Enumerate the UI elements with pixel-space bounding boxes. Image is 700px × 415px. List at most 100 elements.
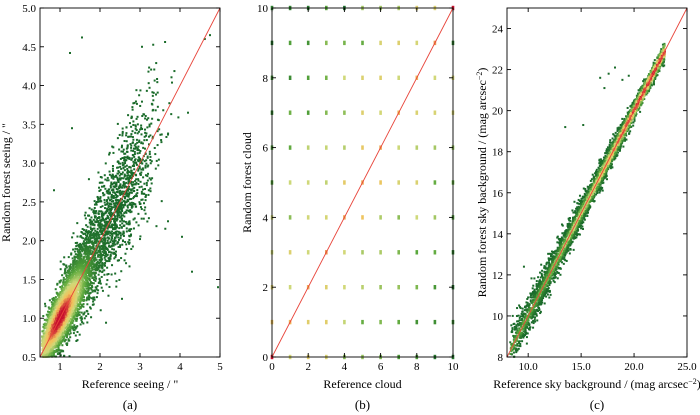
seeing-point	[87, 283, 90, 286]
seeing-point	[129, 202, 132, 205]
seeing-point	[90, 228, 93, 231]
seeing-point	[64, 267, 67, 270]
seeing-point	[73, 250, 76, 253]
seeing-point	[122, 181, 125, 184]
seeing-point	[59, 268, 62, 271]
seeing-point	[90, 297, 93, 300]
seeing-point	[117, 166, 120, 169]
seeing-point	[84, 282, 87, 285]
seeing-point	[116, 210, 119, 213]
seeing-point	[99, 253, 102, 256]
seeing-point	[145, 159, 148, 162]
seeing-point	[133, 195, 136, 198]
seeing-point	[46, 326, 49, 329]
seeing-point	[106, 199, 109, 202]
seeing-point	[116, 137, 119, 140]
seeing-point	[91, 282, 94, 285]
seeing-point	[120, 270, 123, 273]
seeing-point	[47, 306, 50, 309]
seeing-point	[126, 204, 129, 207]
seeing-point	[111, 264, 114, 267]
seeing-point	[55, 337, 58, 340]
seeing-point	[116, 176, 119, 179]
seeing-point	[127, 221, 130, 224]
seeing-point	[88, 277, 91, 280]
seeing-point	[164, 227, 167, 230]
seeing-point	[95, 218, 98, 221]
seeing-point	[118, 174, 121, 177]
seeing-point	[167, 132, 170, 135]
seeing-point	[101, 264, 104, 267]
seeing-point	[115, 174, 118, 177]
seeing-point	[90, 246, 93, 249]
seeing-point	[144, 128, 147, 131]
seeing-point	[114, 272, 117, 275]
seeing-point	[60, 297, 63, 300]
seeing-point	[92, 235, 95, 238]
seeing-point	[95, 235, 98, 238]
seeing-point	[93, 260, 96, 263]
seeing-point	[110, 205, 113, 208]
seeing-point	[137, 178, 140, 181]
seeing-point	[98, 277, 101, 280]
seeing-point	[86, 282, 89, 285]
seeing-point	[160, 141, 163, 144]
seeing-point	[109, 257, 112, 260]
seeing-point	[145, 139, 148, 142]
seeing-point	[117, 162, 120, 165]
seeing-point	[95, 249, 98, 252]
seeing-point	[125, 227, 128, 230]
seeing-point	[76, 278, 79, 281]
seeing-point	[52, 303, 55, 306]
seeing-point	[119, 244, 122, 247]
seeing-point	[57, 300, 60, 303]
seeing-point	[56, 292, 59, 295]
seeing-point	[84, 250, 87, 253]
seeing-point	[63, 354, 66, 357]
seeing-point	[80, 288, 83, 291]
seeing-point	[94, 279, 97, 282]
seeing-point	[74, 295, 77, 298]
seeing-point	[54, 302, 57, 305]
seeing-point	[59, 285, 62, 288]
seeing-point	[108, 237, 111, 240]
seeing-point	[112, 185, 115, 188]
seeing-point	[91, 234, 94, 237]
seeing-point	[71, 308, 74, 311]
seeing-point	[115, 185, 118, 188]
seeing-point	[116, 122, 119, 125]
seeing-point	[63, 306, 66, 309]
seeing-point	[58, 307, 61, 310]
seeing-point	[92, 272, 95, 275]
seeing-point	[147, 70, 150, 73]
seeing-point	[118, 216, 121, 219]
seeing-point	[156, 130, 159, 133]
seeing-point	[70, 252, 73, 255]
seeing-point	[110, 208, 113, 211]
seeing-point	[148, 123, 151, 126]
seeing-point	[118, 227, 121, 230]
seeing-point	[98, 246, 101, 249]
seeing-point	[116, 214, 119, 217]
seeing-point	[90, 264, 93, 267]
seeing-point	[59, 326, 62, 329]
seeing-point	[98, 242, 101, 245]
seeing-point	[97, 171, 100, 174]
seeing-point	[141, 162, 144, 165]
seeing-point	[56, 302, 59, 305]
seeing-point	[88, 268, 91, 271]
seeing-point	[66, 324, 69, 327]
seeing-point	[86, 225, 89, 228]
seeing-point	[135, 117, 138, 120]
seeing-point	[81, 278, 84, 281]
seeing-point	[116, 215, 119, 218]
seeing-point	[84, 251, 87, 254]
seeing-point	[48, 299, 51, 302]
seeing-point	[138, 186, 141, 189]
seeing-point	[72, 270, 75, 273]
seeing-point	[102, 227, 105, 230]
seeing-point	[52, 331, 55, 334]
seeing-point	[118, 185, 121, 188]
seeing-point	[144, 152, 147, 155]
seeing-point	[89, 282, 92, 285]
